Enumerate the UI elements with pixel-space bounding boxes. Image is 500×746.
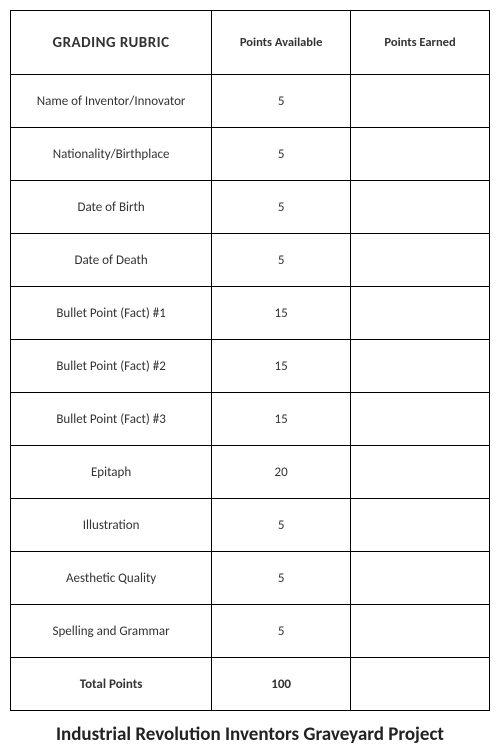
table-row: Nationality/Birthplace 5 — [11, 128, 490, 181]
row-points-earned — [351, 234, 490, 287]
table-row: Spelling and Grammar 5 — [11, 605, 490, 658]
table-row: Bullet Point (Fact) #2 15 — [11, 340, 490, 393]
header-points-earned: Points Earned — [351, 11, 490, 75]
row-points-available: 20 — [212, 446, 351, 499]
row-points-earned — [351, 75, 490, 128]
table-row: Date of Death 5 — [11, 234, 490, 287]
row-label: Date of Death — [11, 234, 212, 287]
table-row: Epitaph 20 — [11, 446, 490, 499]
table-total-row: Total Points 100 — [11, 658, 490, 711]
table-row: Aesthetic Quality 5 — [11, 552, 490, 605]
table-row: Illustration 5 — [11, 499, 490, 552]
header-points-available: Points Available — [212, 11, 351, 75]
row-points-earned — [351, 128, 490, 181]
row-points-available: 5 — [212, 605, 351, 658]
row-label: Name of Inventor/Innovator — [11, 75, 212, 128]
grading-rubric-table: GRADING RUBRIC Points Available Points E… — [10, 10, 490, 711]
row-label: Bullet Point (Fact) #2 — [11, 340, 212, 393]
row-points-available: 5 — [212, 234, 351, 287]
row-label: Nationality/Birthplace — [11, 128, 212, 181]
row-points-earned — [351, 181, 490, 234]
row-points-available: 15 — [212, 340, 351, 393]
row-points-earned — [351, 287, 490, 340]
table-header-row: GRADING RUBRIC Points Available Points E… — [11, 11, 490, 75]
row-label: Spelling and Grammar — [11, 605, 212, 658]
row-points-available: 5 — [212, 552, 351, 605]
row-points-earned — [351, 446, 490, 499]
row-points-available: 15 — [212, 393, 351, 446]
row-points-available: 15 — [212, 287, 351, 340]
row-label: Bullet Point (Fact) #3 — [11, 393, 212, 446]
table-row: Bullet Point (Fact) #3 15 — [11, 393, 490, 446]
table-body: Name of Inventor/Innovator 5 Nationality… — [11, 75, 490, 711]
row-points-earned — [351, 499, 490, 552]
row-points-available: 5 — [212, 181, 351, 234]
row-label: Epitaph — [11, 446, 212, 499]
row-points-earned — [351, 605, 490, 658]
total-points-available: 100 — [212, 658, 351, 711]
row-points-earned — [351, 393, 490, 446]
table-row: Date of Birth 5 — [11, 181, 490, 234]
project-title: Industrial Revolution Inventors Graveyar… — [10, 723, 490, 746]
header-rubric-title: GRADING RUBRIC — [11, 11, 212, 75]
total-label: Total Points — [11, 658, 212, 711]
row-points-available: 5 — [212, 75, 351, 128]
row-points-earned — [351, 552, 490, 605]
table-row: Bullet Point (Fact) #1 15 — [11, 287, 490, 340]
row-label: Bullet Point (Fact) #1 — [11, 287, 212, 340]
row-points-available: 5 — [212, 128, 351, 181]
row-label: Date of Birth — [11, 181, 212, 234]
row-label: Illustration — [11, 499, 212, 552]
row-points-available: 5 — [212, 499, 351, 552]
table-row: Name of Inventor/Innovator 5 — [11, 75, 490, 128]
total-points-earned — [351, 658, 490, 711]
row-points-earned — [351, 340, 490, 393]
row-label: Aesthetic Quality — [11, 552, 212, 605]
